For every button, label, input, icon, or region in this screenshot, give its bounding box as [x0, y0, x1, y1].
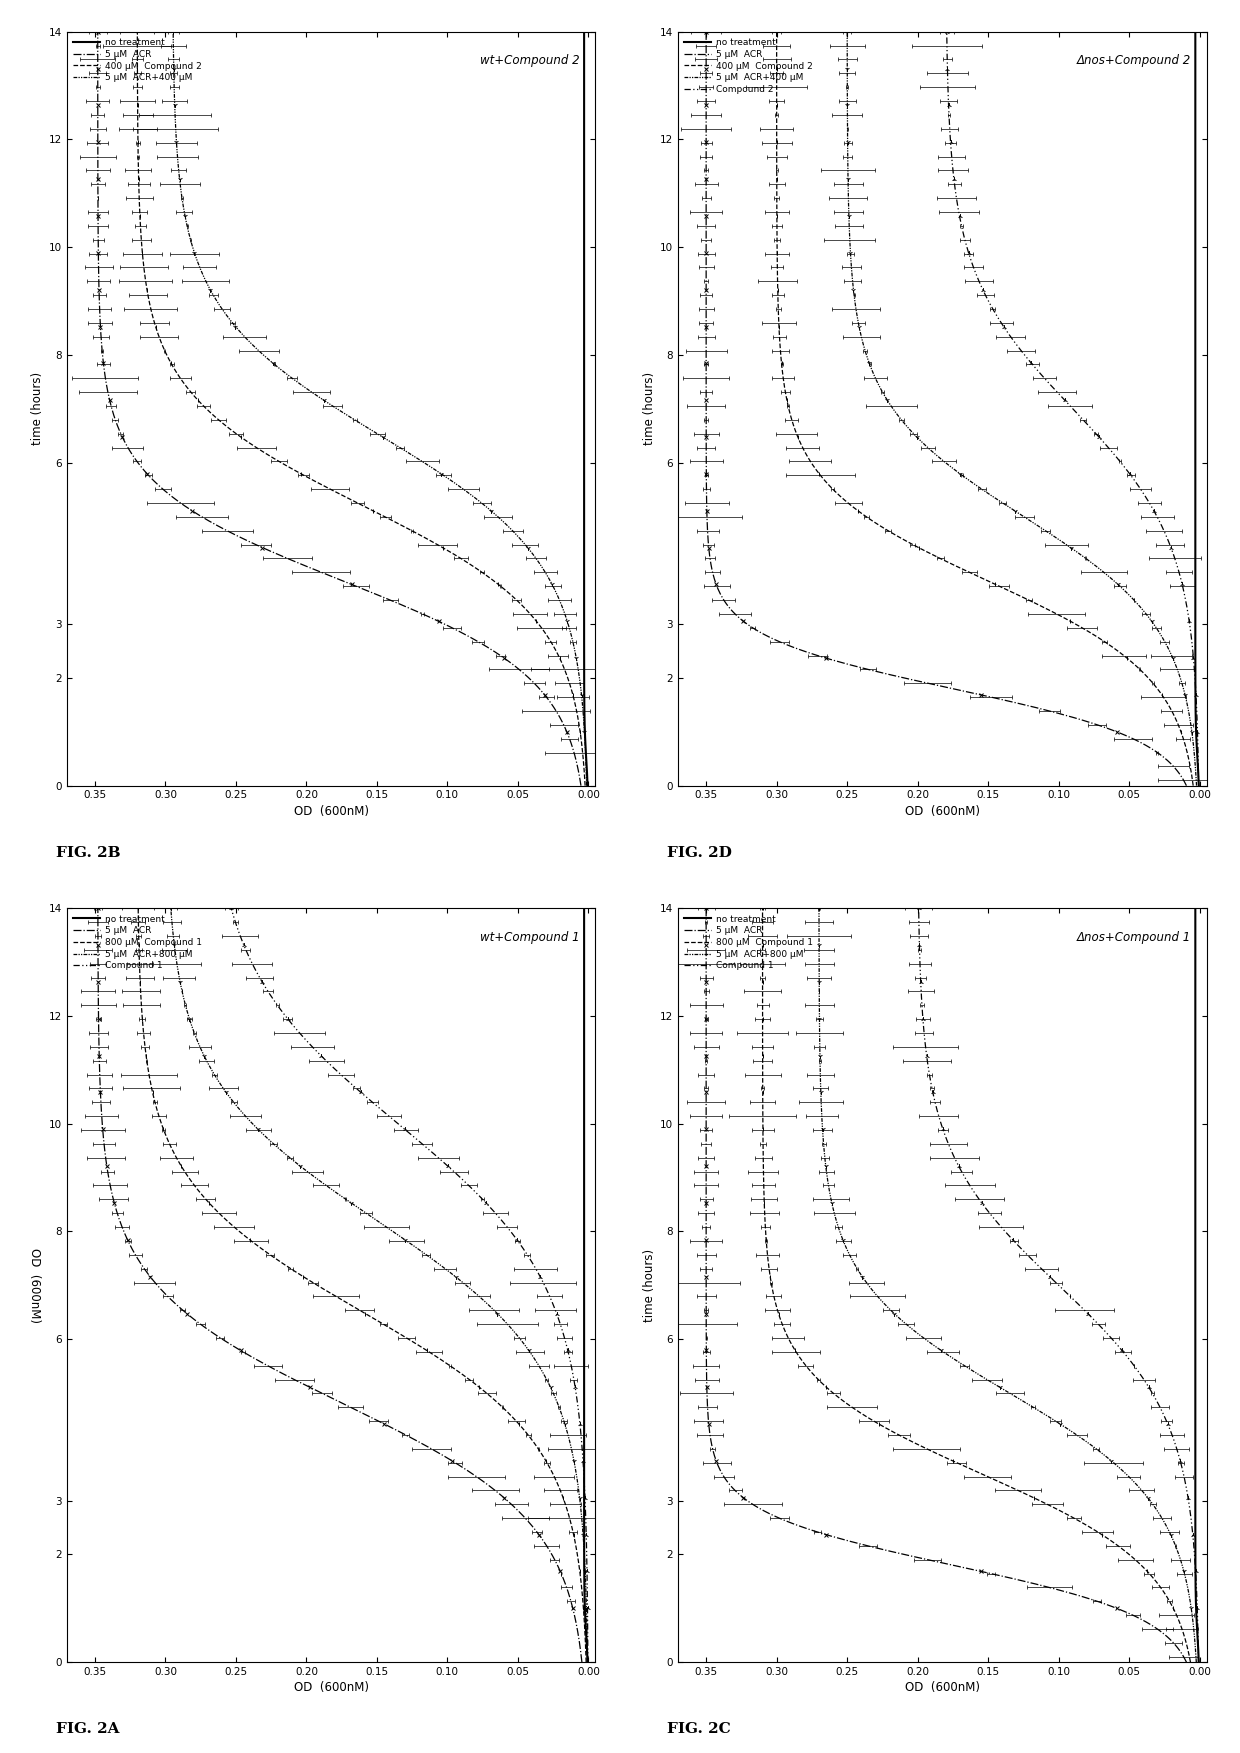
- X-axis label: OD  (600nM): OD (600nM): [294, 1681, 368, 1693]
- Text: FIG. 2C: FIG. 2C: [667, 1723, 732, 1737]
- Text: FIG. 2D: FIG. 2D: [667, 847, 733, 861]
- Y-axis label: time (hours): time (hours): [642, 372, 656, 445]
- Legend: no treatment, 5 μM  ACR, 400 μM  Compound 2, 5 μM  ACR+400 μM, Compound 2: no treatment, 5 μM ACR, 400 μM Compound …: [682, 37, 815, 96]
- X-axis label: OD  (600nM): OD (600nM): [294, 805, 368, 817]
- Text: Δnos+Compound 1: Δnos+Compound 1: [1076, 931, 1190, 943]
- Y-axis label: OD  (600nM): OD (600nM): [27, 1248, 41, 1324]
- Text: wt+Compound 1: wt+Compound 1: [480, 931, 579, 943]
- Legend: no treatment, 5 μM  ACR, 400 μM  Compound 2, 5 μM  ACR+400 μM: no treatment, 5 μM ACR, 400 μM Compound …: [71, 37, 203, 84]
- Y-axis label: time (hours): time (hours): [31, 372, 45, 445]
- Legend: no treatment, 5 μM  ACR, 800 μM  Compound 1, 5 μM  ACR+800 μM, Compound 1: no treatment, 5 μM ACR, 800 μM Compound …: [682, 913, 815, 973]
- X-axis label: OD  (600nM): OD (600nM): [905, 1681, 980, 1693]
- Text: Δnos+Compound 2: Δnos+Compound 2: [1076, 54, 1190, 67]
- Legend: no treatment, 5 μM  ACR, 800 μM  Compound 1, 5 μM  ACR+800 μM, Compound 1: no treatment, 5 μM ACR, 800 μM Compound …: [71, 913, 203, 973]
- Y-axis label: time (hours): time (hours): [642, 1248, 656, 1322]
- X-axis label: OD  (600nM): OD (600nM): [905, 805, 980, 817]
- Text: wt+Compound 2: wt+Compound 2: [480, 54, 579, 67]
- Text: FIG. 2B: FIG. 2B: [56, 847, 120, 861]
- Text: FIG. 2A: FIG. 2A: [56, 1723, 119, 1737]
